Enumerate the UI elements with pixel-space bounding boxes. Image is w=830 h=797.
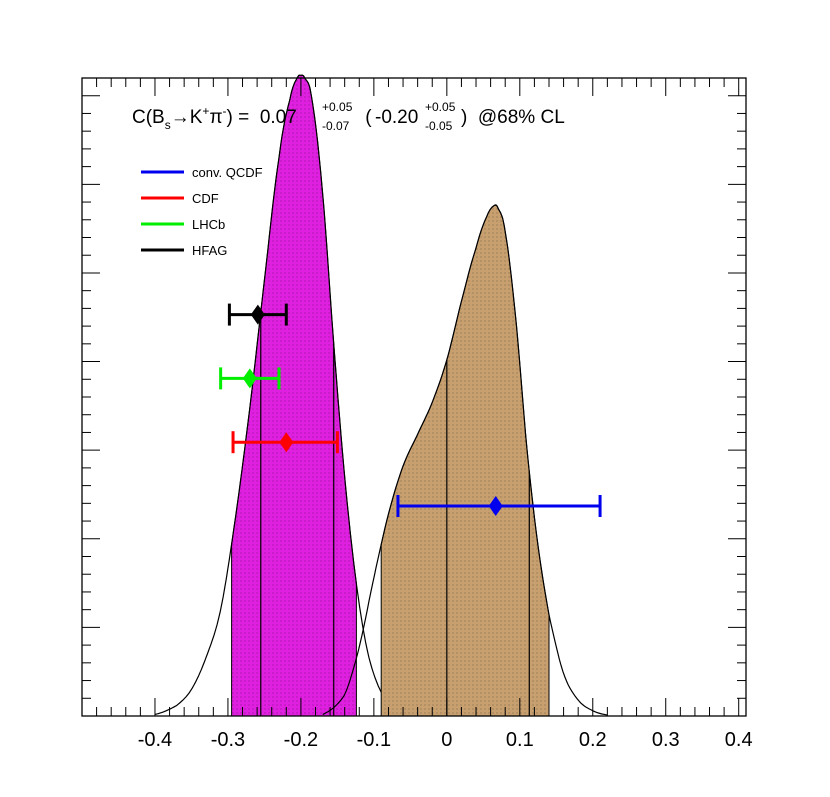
central-value-marker: [488, 495, 503, 516]
distribution-layer: [154, 74, 608, 717]
title-value-1-lower-error: -0.07: [322, 119, 350, 133]
x-tick-label: 0.3: [652, 729, 680, 751]
title-open-paren: (: [360, 107, 372, 128]
legend-entry: CDF: [141, 191, 219, 206]
pdf-left: [154, 74, 404, 717]
title-arrow: →: [171, 107, 190, 128]
title-pion-superscript: -: [223, 104, 227, 118]
title-confidence-level: ) @68% CL: [461, 107, 565, 128]
x-tick-label: -0.3: [211, 729, 245, 751]
measurement-hfag: [227, 303, 288, 326]
pdf-right: [322, 204, 608, 717]
title-value-2: -0.20: [375, 107, 418, 128]
legend-entry: HFAG: [141, 243, 227, 258]
legend-label: LHCb: [192, 217, 225, 232]
chart-title: C(Bs→K+π-) = 0.07: [132, 104, 297, 132]
legend-entry: conv. QCDF: [141, 165, 263, 180]
legend-label: HFAG: [192, 243, 227, 258]
legend-label: CDF: [192, 191, 219, 206]
central-value-marker: [279, 432, 294, 453]
pdf-right-curve: [322, 204, 608, 716]
title-value-2-lower-error: -0.05: [425, 119, 453, 133]
title-kaon-superscript: +: [202, 104, 209, 118]
x-tick-label: 0.2: [579, 729, 607, 751]
legend: conv. QCDF CDF LHCb HFAG: [141, 165, 263, 258]
title-prefix: C(B: [132, 107, 165, 128]
central-value-marker: [242, 368, 257, 389]
measurements-layer: [219, 303, 602, 517]
x-tick-labels: -0.4 -0.3 -0.2 -0.1 0 0.1 0.2 0.3 0.4: [138, 729, 753, 751]
x-tick-label: 0.4: [725, 729, 753, 751]
x-tick-label: -0.4: [138, 729, 172, 751]
title-prefix-subscript: s: [165, 118, 171, 132]
legend-entry: LHCb: [141, 217, 225, 232]
title-pion: π: [209, 107, 222, 128]
title-kaon: K: [190, 107, 203, 128]
pdf-left-curve: [154, 74, 404, 715]
legend-label: conv. QCDF: [192, 165, 263, 180]
x-tick-label: -0.1: [357, 729, 391, 751]
pdf-left-band-texture: [231, 75, 357, 716]
x-tick-label: 0: [441, 729, 452, 751]
central-value-marker: [250, 304, 265, 325]
x-tick-label: 0.1: [506, 729, 534, 751]
title-value-2-upper-error: +0.05: [425, 100, 456, 114]
title-value-1-upper-error: +0.05: [322, 100, 353, 114]
measurement-conv-qcdf: [396, 494, 602, 517]
title-value-1: 0.07: [260, 107, 297, 128]
measurement-cdf: [231, 431, 339, 454]
x-tick-label: -0.2: [284, 729, 318, 751]
axis-ticks: [81, 77, 746, 717]
pdf-right-band-texture: [381, 205, 549, 716]
title-equals: ) =: [227, 107, 260, 128]
measurement-lhcb: [219, 367, 281, 390]
